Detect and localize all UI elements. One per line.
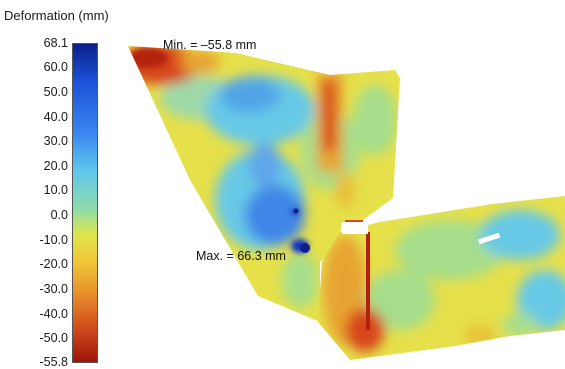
tick-label: -10.0 xyxy=(39,233,69,247)
colorbar xyxy=(72,43,98,363)
tick-label: 68.1 xyxy=(43,36,68,50)
tick-label: 0.0 xyxy=(50,208,68,222)
tick-label: 30.0 xyxy=(43,134,68,148)
tick-label: 20.0 xyxy=(43,159,68,173)
tick-label: -50.0 xyxy=(39,331,69,345)
tick-label: 40.0 xyxy=(43,110,68,124)
tick-label: -40.0 xyxy=(39,307,69,321)
tick-label: 10.0 xyxy=(43,183,68,197)
legend-title: Deformation (mm) xyxy=(4,8,109,23)
max-annotation: Max. = 66.3 mm xyxy=(196,249,286,263)
min-annotation: Min. = –55.8 mm xyxy=(163,38,257,52)
tick-label: -30.0 xyxy=(39,282,69,296)
tick-label: -55.8 xyxy=(39,355,69,369)
tick-label: 50.0 xyxy=(43,85,68,99)
tick-label: 60.0 xyxy=(43,60,68,74)
cutout xyxy=(342,222,368,234)
tick-label: -20.0 xyxy=(39,257,69,271)
